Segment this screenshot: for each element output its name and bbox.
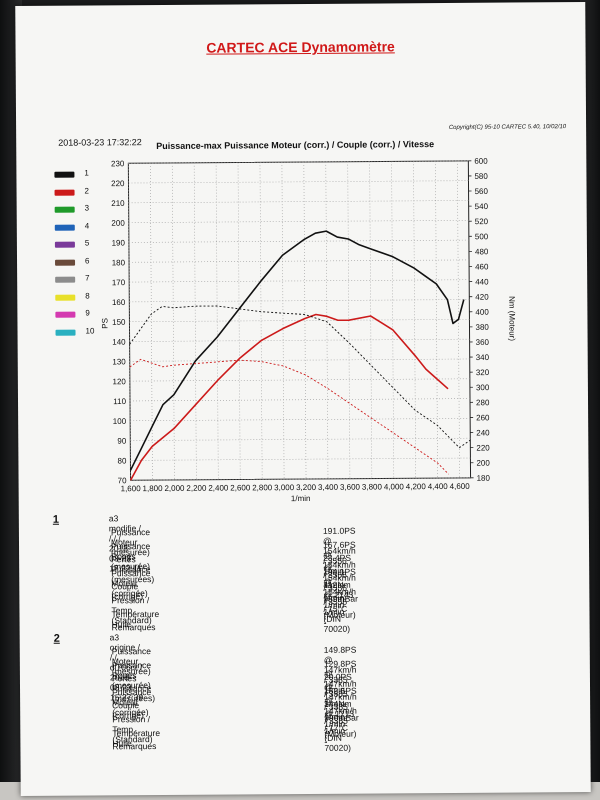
x-tick-label: 4,600 (450, 482, 471, 491)
grid-line-vertical (237, 162, 241, 480)
measure-value: -- (324, 726, 328, 747)
y-tick-label-left: 130 (112, 357, 126, 366)
y-tick-label-right: 320 (476, 368, 490, 377)
grid-line-vertical (391, 161, 395, 479)
x-tick-label: 2,600 (230, 483, 251, 492)
y-tick-label-right: 500 (475, 232, 489, 241)
y-tick-label-right: 220 (476, 444, 490, 453)
printout-sheet: CARTEC ACE Dynamomètre 2018-03-23 17:32:… (15, 2, 591, 796)
y-tick-label-left: 70 (118, 476, 128, 485)
run-number: 2 (53, 632, 60, 645)
y-tick-label-right: 520 (475, 217, 489, 226)
grid-line-vertical (413, 161, 417, 479)
x-tick-label: 4,200 (406, 482, 427, 491)
y-tick-label-right: 240 (476, 428, 490, 437)
grid-line-vertical (171, 162, 175, 480)
measure-value: 990mBar / 17°C (DIN 70020) (324, 712, 359, 753)
grid-line-vertical (325, 161, 329, 479)
y-tick-label-left: 160 (112, 298, 126, 307)
x-tick-label: 3,400 (318, 483, 339, 492)
y-tick-label-right: 380 (475, 323, 489, 332)
x-tick-label: 1,600 (121, 484, 142, 493)
y-tick-label-left: 140 (112, 338, 126, 347)
x-tick-label: 2,200 (186, 484, 207, 493)
y-tick-label-right: 580 (474, 172, 488, 181)
y-tick-label-left: 80 (117, 456, 127, 465)
x-tick-label: 2,400 (208, 484, 229, 493)
y-tick-label-right: 360 (476, 338, 490, 347)
grid-line-vertical (281, 162, 285, 480)
y-tick-label-right: 300 (476, 383, 490, 392)
y-tick-label-left: 110 (113, 397, 126, 406)
grid-line-vertical (457, 160, 460, 478)
y-tick-label-left: 220 (111, 179, 125, 188)
grid-line-vertical (215, 162, 219, 480)
y-tick-label-left: 210 (111, 199, 125, 208)
dyno-chart: 1,600 1,800 2,000 2,200 2,400 2,600 2,800 3,000… (100, 157, 516, 503)
y-tick-label-right: 180 (477, 474, 491, 483)
y-tick-label-left: 90 (117, 437, 127, 446)
grid-line-vertical (128, 163, 131, 481)
y-tick-label-left: 120 (112, 377, 126, 386)
x-tick-label: 2,000 (164, 484, 185, 493)
y-tick-label-left: 190 (112, 238, 126, 247)
measure-label: Remarques (112, 741, 157, 752)
y-tick-label-right: 340 (476, 353, 490, 362)
x-tick-label: 3,600 (340, 483, 361, 492)
x-tick-label: 1,800 (143, 484, 164, 493)
y-tick-label-right: 540 (475, 202, 489, 211)
y-tick-label-right: 260 (476, 413, 490, 422)
series-line-power-1 (129, 230, 465, 471)
y-tick-label-right: 460 (475, 262, 489, 271)
y-tick-label-left: 170 (112, 278, 126, 287)
y-tick-label-right: 200 (476, 459, 490, 468)
grid-line-vertical (369, 161, 373, 479)
x-axis-label: 1/min (291, 494, 311, 503)
measure-value: -- (323, 607, 327, 628)
grid-line-vertical (347, 161, 351, 479)
y-tick-label-left: 230 (111, 159, 125, 168)
run-number: 1 (52, 513, 60, 526)
x-tick-label: 4,400 (428, 482, 449, 491)
y-axis-label-right: Nm (Moteur) (507, 296, 516, 341)
grid-line-vertical (193, 162, 197, 480)
y-tick-label-left: 150 (112, 318, 126, 327)
grid-line-vertical (303, 161, 307, 479)
x-tick-label: 3,800 (362, 482, 383, 491)
y-tick-label-right: 280 (476, 398, 490, 407)
y-tick-label-right: 420 (475, 293, 489, 302)
y-axis-label-left: PS (100, 318, 109, 329)
series-line-power-2 (129, 313, 449, 481)
x-tick-label: 3,200 (296, 483, 317, 492)
x-tick-label: 2,800 (252, 483, 273, 492)
grid-line-vertical (259, 162, 263, 480)
y-tick-label-left: 200 (111, 219, 125, 228)
y-tick-label-left: 180 (112, 258, 126, 267)
x-tick-label: 3,000 (274, 483, 295, 492)
y-tick-label-left: 100 (113, 417, 127, 426)
y-tick-label-right: 400 (475, 308, 489, 317)
measure-label: Remarques (111, 622, 156, 633)
y-tick-label-right: 560 (475, 187, 489, 196)
measure-value: 989mBar / 15°C (DIN 70020) (323, 593, 358, 634)
y-tick-label-right: 440 (475, 277, 489, 286)
y-tick-label-right: 600 (474, 157, 488, 166)
y-tick-label-right: 480 (475, 247, 489, 256)
x-tick-label: 4,000 (384, 482, 405, 491)
